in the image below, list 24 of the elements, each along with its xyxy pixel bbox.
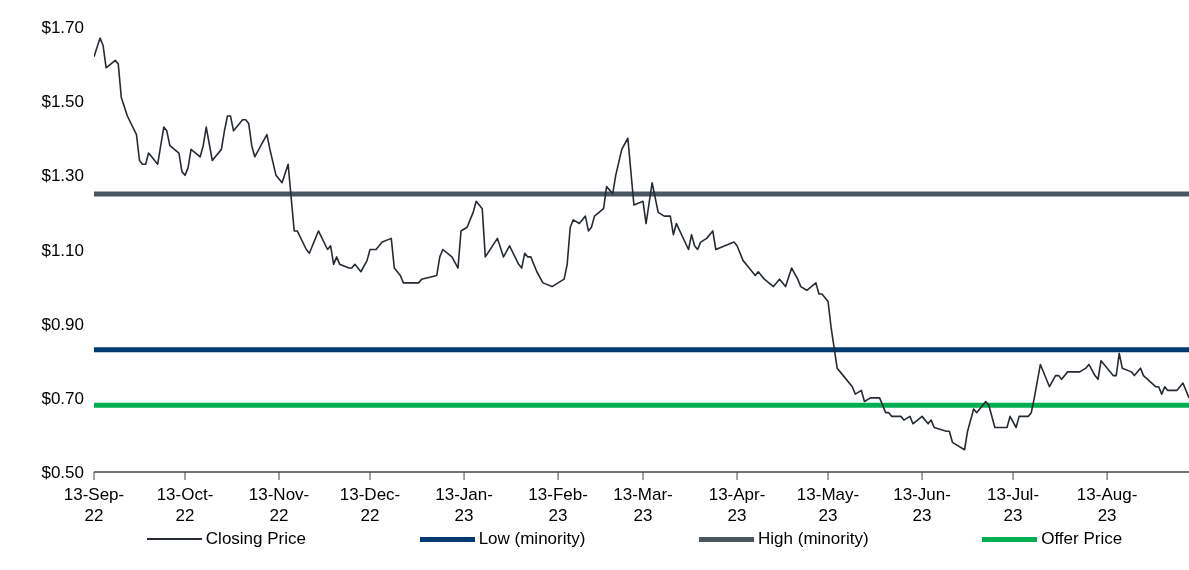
x-tick-label: 13-Jun-23 (893, 485, 951, 525)
x-tick-label: 13-Apr-23 (708, 485, 766, 525)
x-tick-label: 13-Nov-22 (248, 485, 310, 525)
y-tick-label: $0.90 (41, 314, 84, 334)
line-series (94, 37, 1189, 451)
legend-label: High (minority) (758, 529, 869, 549)
x-tick-label: 13-Jul-23 (987, 485, 1040, 525)
y-tick-label: $0.70 (41, 388, 84, 408)
x-tick-label: 13-Feb-23 (528, 485, 588, 525)
x-tick-label: 13-Aug-23 (1076, 485, 1138, 525)
y-tick-label: $1.10 (41, 240, 84, 260)
y-tick-label: $1.50 (41, 92, 84, 112)
x-tick-label: 13-May-23 (796, 485, 860, 525)
y-tick-label: $0.50 (41, 463, 84, 483)
x-tick-label: 13-Mar-23 (613, 485, 673, 525)
x-tick-label: 13-Dec-22 (339, 485, 401, 525)
x-tick-label: 13-Jan-23 (435, 485, 493, 525)
legend-label: Closing Price (205, 529, 306, 549)
x-tick-label: 13-Sep-22 (63, 485, 125, 525)
x-tick-label: 13-Oct-22 (156, 485, 214, 525)
legend-label: Offer Price (1041, 529, 1123, 549)
legend-label: Low (minority) (478, 529, 586, 549)
y-tick-label: $1.70 (41, 18, 84, 38)
y-tick-label: $1.30 (41, 166, 84, 186)
